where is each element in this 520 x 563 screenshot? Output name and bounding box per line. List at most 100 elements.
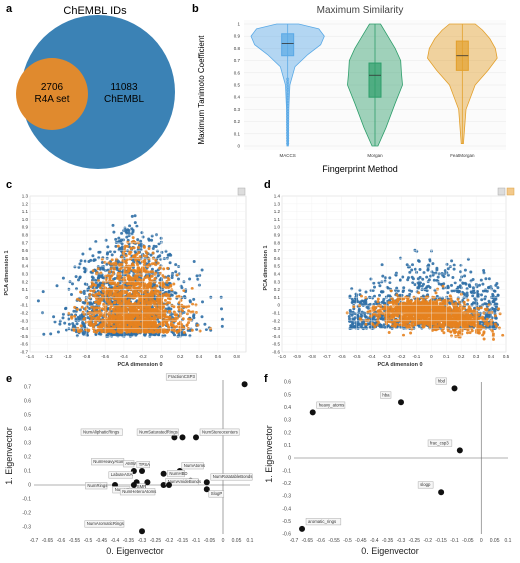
- chembl-point: [160, 251, 163, 254]
- r4a-point: [94, 301, 97, 304]
- r4a-point: [115, 311, 118, 314]
- chembl-point: [359, 300, 362, 303]
- r4a-point: [167, 297, 170, 300]
- r4a-point: [495, 325, 498, 328]
- chembl-point: [57, 331, 60, 334]
- r4a-point: [135, 319, 138, 322]
- venn-r4a-count: 2706: [41, 82, 64, 93]
- r4a-point: [410, 328, 413, 331]
- r4a-point: [154, 263, 157, 266]
- zoom-reset-icon[interactable]: [238, 188, 245, 195]
- r4a-point: [153, 301, 156, 304]
- y-tick-label: 0.7: [22, 240, 29, 245]
- y-tick-label: 0.5: [234, 83, 241, 88]
- chembl-point: [437, 276, 440, 279]
- chembl-point: [464, 282, 467, 285]
- r4a-point: [99, 286, 102, 289]
- r4a-point: [92, 290, 95, 293]
- r4a-point: [154, 259, 157, 262]
- chembl-point: [449, 265, 452, 268]
- chembl-point: [189, 299, 192, 302]
- pca-points: [37, 214, 224, 338]
- r4a-point: [168, 316, 171, 319]
- chembl-point: [75, 287, 78, 290]
- r4a-point: [89, 315, 92, 318]
- r4a-point: [128, 299, 131, 302]
- r4a-point: [139, 255, 142, 258]
- r4a-point: [165, 281, 168, 284]
- chembl-point: [174, 263, 177, 266]
- chembl-point: [192, 298, 195, 301]
- r4a-point: [185, 324, 188, 327]
- r4a-point: [127, 321, 130, 324]
- chembl-point: [348, 320, 351, 323]
- chembl-point: [79, 308, 82, 311]
- r4a-point: [372, 313, 375, 316]
- chembl-point: [476, 293, 479, 296]
- chembl-point: [401, 294, 404, 297]
- chembl-point: [433, 289, 436, 292]
- chembl-point: [481, 303, 484, 306]
- r4a-point: [416, 297, 419, 300]
- r4a-point: [111, 273, 114, 276]
- r4a-point: [161, 285, 164, 288]
- chembl-point: [366, 306, 369, 309]
- r4a-point: [73, 306, 76, 309]
- chembl-point: [120, 232, 123, 235]
- r4a-point: [151, 331, 154, 334]
- chembl-point: [62, 316, 65, 319]
- r4a-point: [113, 287, 116, 290]
- r4a-point: [143, 245, 146, 248]
- chembl-point: [460, 275, 463, 278]
- chembl-point: [152, 247, 155, 250]
- chembl-point: [351, 322, 354, 325]
- r4a-point: [120, 310, 123, 313]
- r4a-point: [98, 307, 101, 310]
- chembl-point: [425, 276, 428, 279]
- chembl-point: [82, 333, 85, 336]
- chembl-point: [49, 332, 52, 335]
- r4a-point: [117, 245, 120, 248]
- r4a-point: [137, 266, 140, 269]
- chembl-point: [370, 289, 373, 292]
- y-tick-label: 0.1: [234, 131, 241, 136]
- r4a-point: [396, 300, 399, 303]
- r4a-point: [373, 308, 376, 311]
- r4a-point: [151, 308, 154, 311]
- chembl-point: [381, 263, 384, 266]
- chembl-point: [117, 237, 120, 240]
- r4a-point: [72, 328, 75, 331]
- chembl-point: [484, 295, 487, 298]
- r4a-point: [170, 324, 173, 327]
- x-tick-label: 0.6: [215, 354, 222, 359]
- r4a-point: [120, 286, 123, 289]
- r4a-point: [490, 311, 493, 314]
- chembl-point: [192, 313, 195, 316]
- r4a-point: [124, 300, 127, 303]
- zoom-reset-icon[interactable]: [498, 188, 505, 195]
- r4a-point: [450, 334, 453, 337]
- r4a-point: [118, 263, 121, 266]
- chembl-point: [91, 276, 94, 279]
- panel-d: d -1.0-0.9-0.8-0.7-0.6-0.5-0.4-0.3-0.2-0…: [260, 178, 520, 368]
- r4a-point: [186, 312, 189, 315]
- y-tick-label: 0.7: [234, 58, 241, 63]
- chembl-point: [418, 325, 421, 328]
- r4a-point: [438, 298, 441, 301]
- r4a-point: [157, 262, 160, 265]
- y-tick-label: 1.3: [22, 194, 29, 199]
- r4a-point: [90, 285, 93, 288]
- r4a-point: [148, 247, 151, 250]
- chembl-point: [91, 254, 94, 257]
- r4a-point: [125, 262, 128, 265]
- warning-icon[interactable]: [507, 188, 514, 195]
- r4a-point: [403, 309, 406, 312]
- chembl-point: [42, 333, 45, 336]
- r4a-point: [497, 307, 500, 310]
- chembl-point: [111, 253, 114, 256]
- r4a-point: [156, 308, 159, 311]
- chembl-point: [491, 293, 494, 296]
- r4a-point: [176, 273, 179, 276]
- r4a-point: [112, 318, 115, 321]
